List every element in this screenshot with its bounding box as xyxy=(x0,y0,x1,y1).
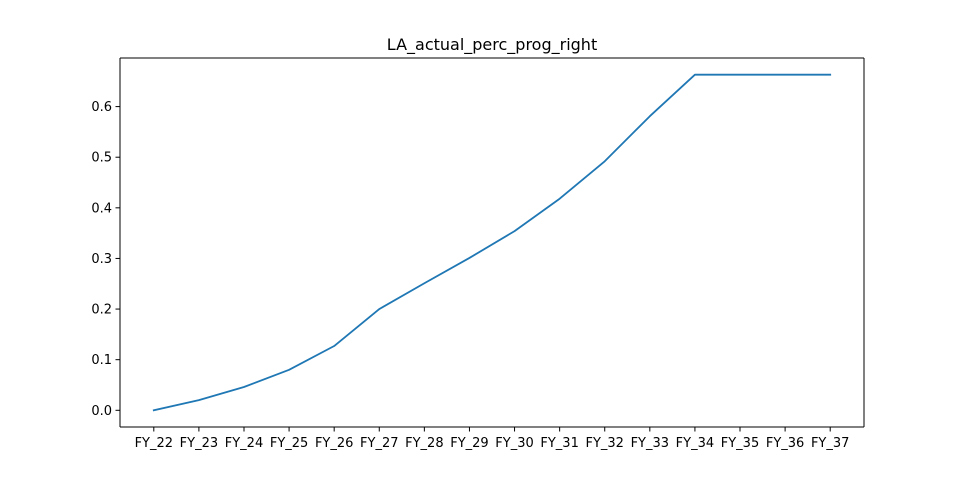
x-tick-label: FY_25 xyxy=(270,436,308,451)
x-tick-label: FY_34 xyxy=(676,436,714,451)
x-tick-label: FY_26 xyxy=(315,436,353,451)
x-tick-label: FY_32 xyxy=(585,436,623,451)
y-tick-label: 0.2 xyxy=(91,303,112,318)
x-tick-label: FY_23 xyxy=(180,436,218,451)
y-tick-label: 0.4 xyxy=(91,201,112,216)
x-tick-label: FY_33 xyxy=(631,436,669,451)
y-tick-label: 0.3 xyxy=(91,252,112,267)
x-tick-label: FY_27 xyxy=(360,436,398,451)
y-tick-label: 0.0 xyxy=(91,404,112,419)
y-tick-label: 0.5 xyxy=(91,151,112,166)
x-tick-label: FY_28 xyxy=(405,436,443,451)
y-tick-label: 0.1 xyxy=(91,353,112,368)
plot-area: 0.0 0.1 0.2 0.3 0.4 0.5 0.6 FY_22 FY_23 FY_24 FY_2… xyxy=(91,57,865,451)
x-tick-label: FY_30 xyxy=(495,436,533,451)
x-tick-label: FY_31 xyxy=(540,436,578,451)
x-tick-label: FY_22 xyxy=(135,436,173,451)
y-tick-label: 0.6 xyxy=(91,100,112,115)
x-tick-label: FY_37 xyxy=(811,436,849,451)
x-tick-label: FY_24 xyxy=(225,436,263,451)
x-tick-label: FY_35 xyxy=(721,436,759,451)
x-tick-label: FY_29 xyxy=(450,436,488,451)
series-line xyxy=(152,73,832,412)
chart-title: LA_actual_perc_prog_right xyxy=(387,35,597,55)
x-tick-label: FY_36 xyxy=(766,436,804,451)
